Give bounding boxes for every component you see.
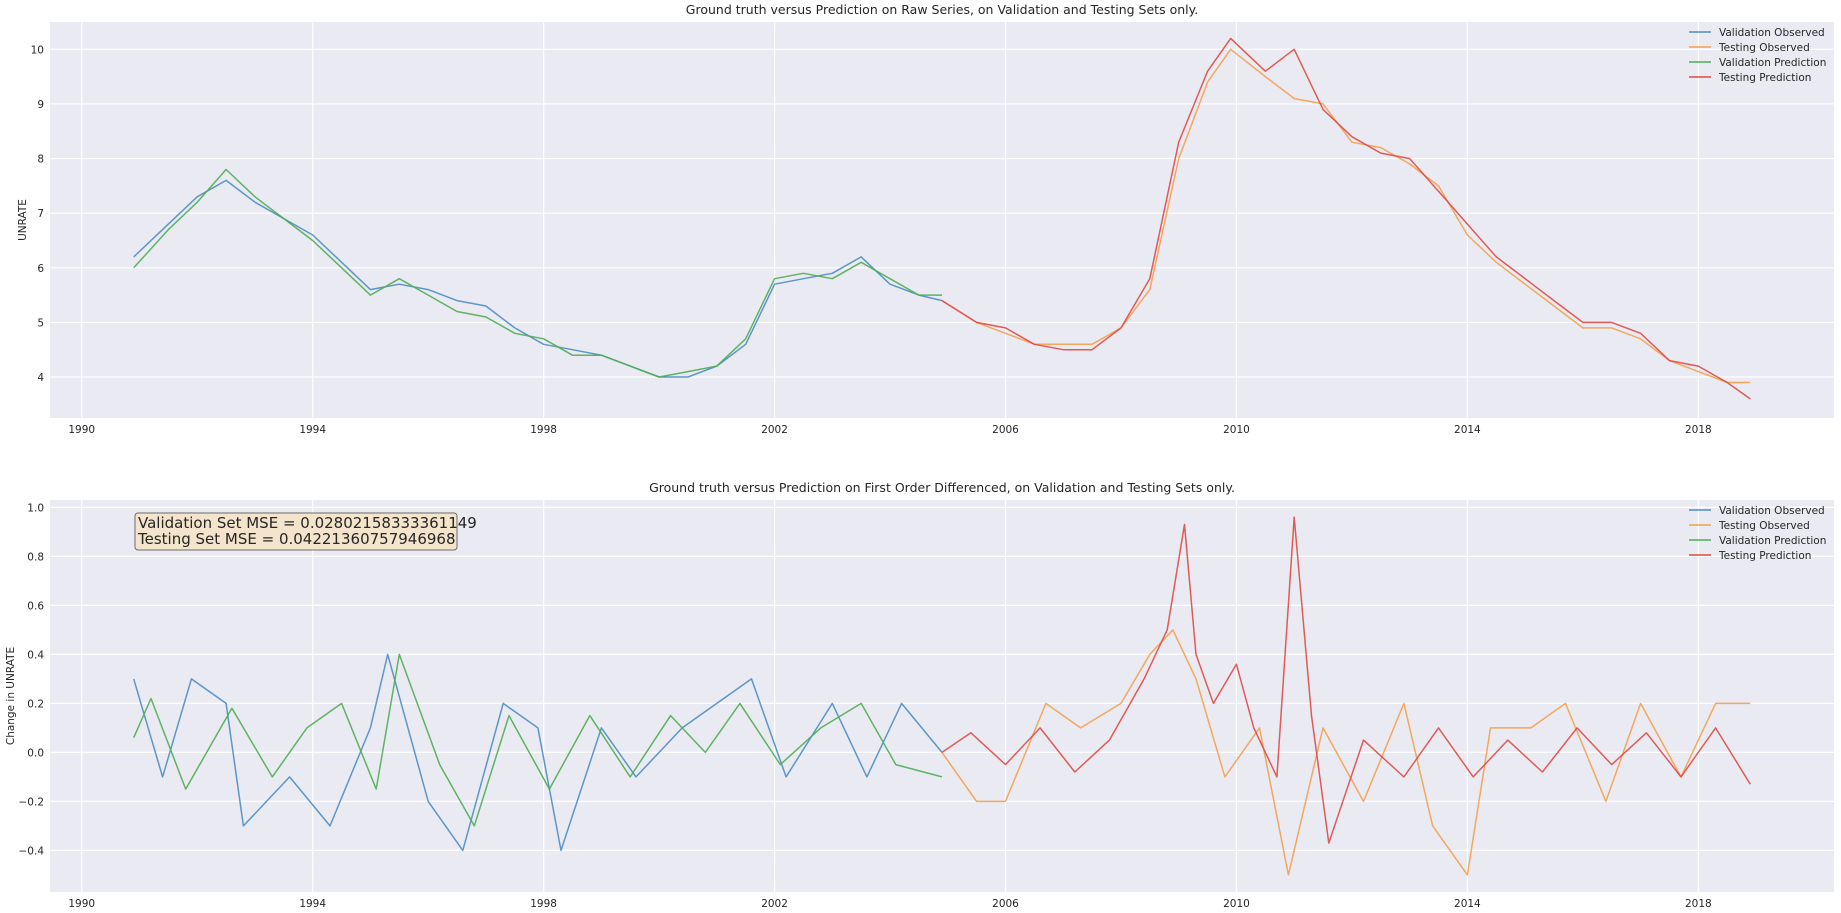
series-line-validation-observed bbox=[133, 179, 943, 378]
y-tick-label: −0.2 bbox=[19, 796, 45, 808]
y-tick-label: 0.0 bbox=[27, 747, 44, 759]
y-tick-label: 0.4 bbox=[27, 649, 44, 661]
x-tick-label: 1994 bbox=[299, 424, 326, 436]
y-tick-label: 4 bbox=[37, 372, 44, 384]
plot-area bbox=[50, 500, 1834, 892]
plot-area bbox=[50, 22, 1834, 418]
legend: Validation Observed Testing Observed Valid… bbox=[1689, 505, 1826, 562]
chart-title: Ground truth versus Prediction on Raw Se… bbox=[686, 2, 1198, 17]
y-tick-label: 5 bbox=[37, 317, 44, 329]
x-tick-label: 2010 bbox=[1223, 898, 1250, 910]
y-tick-label: 0.2 bbox=[27, 698, 44, 710]
mse-annotation-line: Testing Set MSE = 0.04221360757946968 bbox=[137, 530, 456, 548]
legend-label-testing-prediction: Testing Prediction bbox=[1718, 550, 1811, 562]
x-tick-label: 2006 bbox=[992, 898, 1019, 910]
y-tick-label: 8 bbox=[37, 154, 44, 166]
y-tick-label: 7 bbox=[37, 208, 44, 220]
chart-first-difference: 1990 1994 1998 2002 2006 2010 2014 2018 −0.4 −0.2… bbox=[5, 480, 1834, 910]
x-tick-label: 2002 bbox=[761, 898, 788, 910]
series-line-validation-prediction bbox=[133, 653, 943, 827]
legend-label-validation-observed: Validation Observed bbox=[1719, 27, 1825, 39]
legend-label-testing-prediction: Testing Prediction bbox=[1718, 72, 1811, 84]
y-tick-label: 1.0 bbox=[27, 502, 44, 514]
y-axis-label: Change in UNRATE bbox=[5, 647, 17, 745]
mse-annotation: Validation Set MSE = 0.02802158333361149… bbox=[134, 512, 477, 551]
x-tick-label: 2014 bbox=[1454, 898, 1481, 910]
y-tick-label: 10 bbox=[31, 44, 44, 56]
mse-annotation-box bbox=[134, 512, 458, 551]
x-tick-label: 1998 bbox=[530, 898, 557, 910]
x-tick-label: 2018 bbox=[1685, 424, 1712, 436]
y-tick-label: 9 bbox=[37, 99, 44, 111]
x-tick-label: 2002 bbox=[761, 424, 788, 436]
x-tick-label: 1994 bbox=[299, 898, 326, 910]
series-line-testing-prediction bbox=[941, 37, 1751, 400]
legend-label-validation-observed: Validation Observed bbox=[1719, 505, 1825, 517]
x-tick-label: 2014 bbox=[1454, 424, 1481, 436]
x-tick-label: 2006 bbox=[992, 424, 1019, 436]
x-tick-label: 1998 bbox=[530, 424, 557, 436]
legend-label-testing-observed: Testing Observed bbox=[1718, 42, 1810, 54]
y-tick-label: 0.8 bbox=[27, 551, 44, 563]
x-tick-label: 1990 bbox=[68, 898, 95, 910]
chart-raw-series: 1990 1994 1998 2002 2006 2010 2014 2018 4 5 6 7 8 9 10… bbox=[17, 2, 1834, 436]
series-line-testing-observed bbox=[941, 629, 1751, 876]
chart-title: Ground truth versus Prediction on First … bbox=[649, 480, 1235, 495]
legend-label-validation-prediction: Validation Prediction bbox=[1719, 535, 1826, 547]
legend-label-validation-prediction: Validation Prediction bbox=[1719, 57, 1826, 69]
series-line-validation-prediction bbox=[133, 168, 942, 378]
series-line-testing-observed bbox=[941, 48, 1751, 384]
x-tick-label: 1990 bbox=[68, 424, 95, 436]
x-tick-label: 2018 bbox=[1685, 898, 1712, 910]
series-line-testing-prediction bbox=[941, 516, 1751, 844]
series-line-validation-observed bbox=[132, 653, 943, 852]
y-axis-label: UNRATE bbox=[17, 199, 29, 241]
legend-label-testing-observed: Testing Observed bbox=[1718, 520, 1810, 532]
mse-annotation-line: Validation Set MSE = 0.02802158333361149 bbox=[138, 514, 477, 532]
legend: Validation Observed Testing Observed Valid… bbox=[1689, 27, 1826, 84]
x-tick-label: 2010 bbox=[1223, 424, 1250, 436]
y-tick-label: 6 bbox=[37, 263, 44, 275]
y-tick-label: 0.6 bbox=[27, 600, 44, 612]
y-tick-label: −0.4 bbox=[19, 845, 45, 857]
